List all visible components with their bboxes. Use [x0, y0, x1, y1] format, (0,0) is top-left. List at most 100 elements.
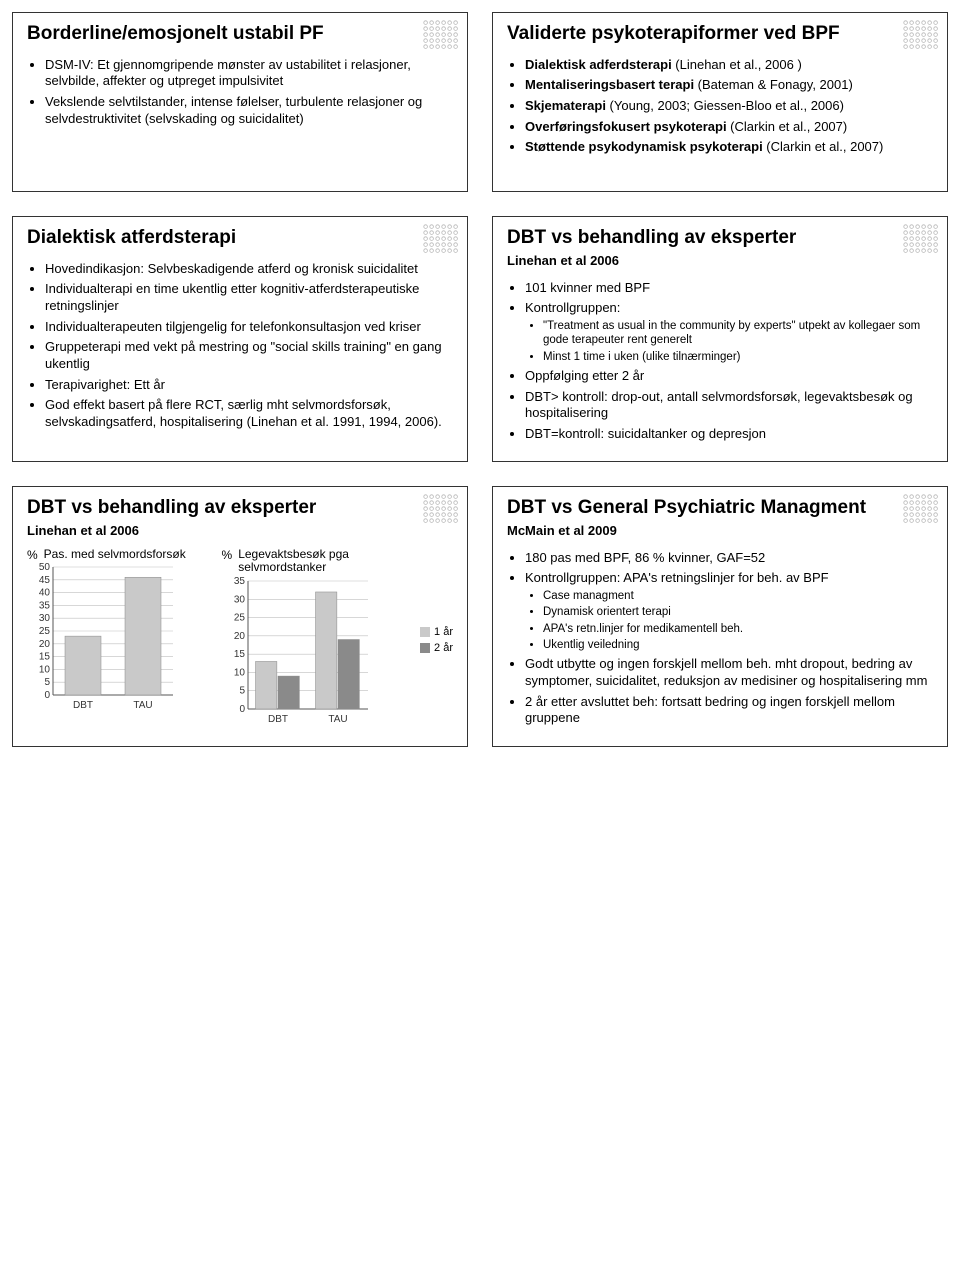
percent-label: % — [27, 548, 38, 562]
svg-text:35: 35 — [39, 601, 51, 612]
slide-subtitle: Linehan et al 2006 — [507, 253, 933, 268]
item-text: Individualterapeuten tilgjengelig for te… — [45, 319, 421, 334]
slide: Borderline/emosjonelt ustabil PF DSM-IV: … — [12, 12, 468, 192]
list-item: Individualterapi en time ukentlig etter … — [45, 281, 453, 314]
rest-text: (Clarkin et al., 2007) — [763, 139, 884, 154]
item-text: Kontrollgruppen: — [525, 300, 620, 315]
list-item: Godt utbytte og ingen forskjell mellom b… — [525, 656, 933, 689]
sub-list-item: Minst 1 time i uken (ulike tilnærminger) — [543, 350, 933, 364]
bullet-list: Hovedindikasjon: Selvbeskadigende atferd… — [27, 261, 453, 431]
sub-list-item: Dynamisk orientert terapi — [543, 605, 933, 619]
bold-term: Mentaliseringsbasert terapi — [525, 77, 694, 92]
slide-title: DBT vs General Psychiatric Managment — [507, 497, 933, 519]
svg-text:25: 25 — [39, 626, 51, 637]
svg-text:0: 0 — [239, 704, 245, 715]
item-text: 101 kvinner med BPF — [525, 280, 650, 295]
legend-label: 1 år — [434, 626, 453, 638]
svg-text:TAU: TAU — [133, 700, 152, 711]
slide: DBT vs behandling av eksperter Linehan et… — [492, 216, 948, 462]
bullet-list: DSM-IV: Et gjennomgripende mønster av us… — [27, 57, 453, 128]
list-item: Støttende psykodynamisk psykoterapi (Cla… — [525, 139, 933, 156]
chart-title: Legevaktsbesøk pga selvmordstanker — [238, 548, 410, 576]
svg-text:45: 45 — [39, 575, 51, 586]
chart-suicide-attempts: %Pas. med selvmordsforsøk051015202530354… — [27, 548, 216, 719]
legend-swatch-icon — [420, 643, 430, 653]
svg-text:10: 10 — [39, 665, 51, 676]
svg-text:20: 20 — [233, 631, 245, 642]
slide-title: DBT vs behandling av eksperter — [27, 497, 453, 519]
item-text: Kontrollgruppen: APA's retningslinjer fo… — [525, 570, 829, 585]
item-text: Individualterapi en time ukentlig etter … — [45, 281, 419, 313]
item-text: Godt utbytte og ingen forskjell mellom b… — [525, 656, 927, 688]
corner-logo-icon — [902, 19, 939, 50]
sub-list: "Treatment as usual in the community by … — [525, 319, 933, 364]
rest-text: (Young, 2003; Giessen-Bloo et al., 2006) — [606, 98, 844, 113]
list-item: Mentaliseringsbasert terapi (Bateman & F… — [525, 77, 933, 94]
list-item: Terapivarighet: Ett år — [45, 377, 453, 394]
slide-grid: Borderline/emosjonelt ustabil PF DSM-IV: … — [12, 12, 948, 747]
item-text: Terapivarighet: Ett år — [45, 377, 165, 392]
bold-term: Dialektisk adferdsterapi — [525, 57, 672, 72]
svg-text:10: 10 — [233, 668, 245, 679]
legend-label: 2 år — [434, 642, 453, 654]
svg-text:5: 5 — [44, 678, 50, 689]
slide-subtitle: McMain et al 2009 — [507, 523, 933, 538]
list-item: Skjematerapi (Young, 2003; Giessen-Bloo … — [525, 98, 933, 115]
bullet-list: 101 kvinner med BPF Kontrollgruppen: "Trea… — [507, 280, 933, 443]
slide: Dialektisk atferdsterapi Hovedindikasjon:… — [12, 216, 468, 462]
list-item: Overføringsfokusert psykoterapi (Clarkin… — [525, 119, 933, 136]
item-text: Hovedindikasjon: Selvbeskadigende atferd… — [45, 261, 418, 276]
svg-text:DBT: DBT — [73, 700, 93, 711]
corner-logo-icon — [902, 223, 939, 254]
slide: DBT vs General Psychiatric Managment McMa… — [492, 486, 948, 747]
legend-item: 2 år — [420, 642, 453, 654]
charts-row: %Pas. med selvmordsforsøk051015202530354… — [27, 548, 453, 733]
svg-text:20: 20 — [39, 639, 51, 650]
slide-title: Dialektisk atferdsterapi — [27, 227, 453, 249]
slide-subtitle: Linehan et al 2006 — [27, 523, 453, 538]
chart-legend: 1 år 2 år — [416, 626, 453, 654]
svg-text:50: 50 — [39, 563, 51, 573]
bold-term: Skjematerapi — [525, 98, 606, 113]
list-item: Gruppeterapi med vekt på mestring og "so… — [45, 339, 453, 372]
sub-list-item: APA's retn.linjer for medikamentell beh. — [543, 622, 933, 636]
list-item: 2 år etter avsluttet beh: fortsatt bedri… — [525, 694, 933, 727]
sub-list-item: "Treatment as usual in the community by … — [543, 319, 933, 348]
bold-term: Støttende psykodynamisk psykoterapi — [525, 139, 763, 154]
item-text: 2 år etter avsluttet beh: fortsatt bedri… — [525, 694, 895, 726]
rest-text: (Linehan et al., 2006 ) — [672, 57, 802, 72]
slide: Validerte psykoterapiformer ved BPF Diale… — [492, 12, 948, 192]
corner-logo-icon — [902, 493, 939, 524]
rest-text: (Clarkin et al., 2007) — [727, 119, 848, 134]
svg-text:15: 15 — [233, 649, 245, 660]
svg-text:TAU: TAU — [328, 714, 347, 725]
list-item: DBT=kontroll: suicidaltanker og depresjo… — [525, 426, 933, 443]
sub-list: Case managmentDynamisk orientert terapiA… — [525, 589, 933, 653]
list-item: Vekslende selvtilstander, intense følels… — [45, 94, 453, 127]
slide-title: DBT vs behandling av eksperter — [507, 227, 933, 249]
svg-text:40: 40 — [39, 588, 51, 599]
percent-label: % — [222, 548, 233, 562]
chart-title: Pas. med selvmordsforsøk — [44, 548, 186, 562]
list-item: DBT> kontroll: drop-out, antall selvmord… — [525, 389, 933, 422]
svg-text:30: 30 — [233, 594, 245, 605]
svg-text:30: 30 — [39, 614, 51, 625]
corner-logo-icon — [422, 223, 459, 254]
list-item: God effekt basert på flere RCT, særlig m… — [45, 397, 453, 430]
item-text: Vekslende selvtilstander, intense følels… — [45, 94, 422, 126]
list-item: Dialektisk adferdsterapi (Linehan et al.… — [525, 57, 933, 74]
list-item: Kontrollgruppen: APA's retningslinjer fo… — [525, 570, 933, 652]
corner-logo-icon — [422, 493, 459, 524]
slide-title: Borderline/emosjonelt ustabil PF — [27, 23, 453, 45]
bullet-list: 180 pas med BPF, 86 % kvinner, GAF=52Kon… — [507, 550, 933, 727]
list-item: DSM-IV: Et gjennomgripende mønster av us… — [45, 57, 453, 90]
item-text: DSM-IV: Et gjennomgripende mønster av us… — [45, 57, 411, 89]
slide-title: Validerte psykoterapiformer ved BPF — [507, 23, 933, 45]
bold-term: Overføringsfokusert psykoterapi — [525, 119, 727, 134]
chart-er-visits: %Legevaktsbesøk pga selvmordstanker05101… — [222, 548, 411, 733]
sub-list-item: Ukentlig veiledning — [543, 638, 933, 652]
list-item: Oppfølging etter 2 år — [525, 368, 933, 385]
legend-item: 1 år — [420, 626, 453, 638]
svg-text:0: 0 — [44, 690, 50, 701]
item-text: God effekt basert på flere RCT, særlig m… — [45, 397, 442, 429]
